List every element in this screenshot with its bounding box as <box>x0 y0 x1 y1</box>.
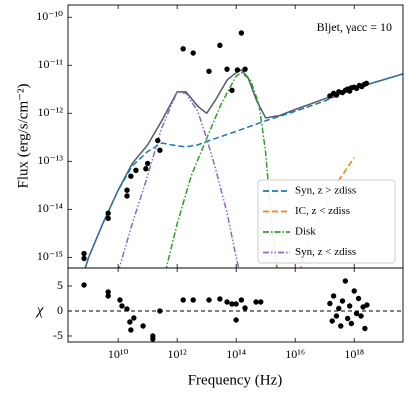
data-point <box>217 42 223 49</box>
model-curve <box>84 68 403 268</box>
x-tick-label: 10¹² <box>168 347 188 361</box>
residual-point <box>105 289 111 295</box>
x-tick-label: 10¹⁰ <box>108 347 129 361</box>
data-point <box>143 166 149 172</box>
residual-point <box>81 282 87 288</box>
model-curve <box>118 90 240 268</box>
data-point <box>81 250 87 257</box>
data-point <box>180 46 186 52</box>
data-point <box>105 215 111 222</box>
annotation: Bljet, γacc = 10 <box>317 20 392 34</box>
y-tick-label: 10⁻¹¹ <box>37 57 63 71</box>
residual-point <box>329 318 335 324</box>
x-axis-label: Frequency (Hz) <box>188 372 283 388</box>
data-point <box>105 210 111 216</box>
residual-point <box>327 300 333 307</box>
legend-label: IC, z < zdiss <box>295 205 350 217</box>
legend: Syn, z > zdiss IC, z < zdiss Disk Syn, z < … <box>257 179 396 264</box>
y-tick-label: -5 <box>53 328 63 342</box>
residual-point <box>128 327 134 333</box>
residual-point <box>117 297 123 303</box>
residual-point <box>353 310 360 317</box>
residual-point <box>258 299 264 305</box>
data-point <box>238 30 245 36</box>
residual-point <box>105 293 111 299</box>
residual-point <box>364 302 370 308</box>
residual-point <box>336 305 342 312</box>
data-point <box>144 160 151 167</box>
residual-point <box>253 299 259 305</box>
residual-point <box>238 297 245 303</box>
legend-label: Syn, z < zdiss <box>295 246 356 258</box>
residual-point <box>140 323 146 329</box>
residual-point <box>229 301 235 307</box>
residual-point <box>217 296 223 302</box>
x-tick-label: 10¹⁴ <box>226 347 246 361</box>
y-tick-label: 10⁻¹² <box>37 105 63 119</box>
residual-point <box>119 303 125 309</box>
residual-point <box>180 297 186 303</box>
residual-point <box>157 308 163 314</box>
residual-point <box>127 319 133 325</box>
legend-label: Disk <box>295 226 316 238</box>
y-axis-label: Flux (erg/s/cm⁻²) <box>15 83 31 188</box>
residual-point <box>224 299 230 305</box>
data-point <box>234 67 241 73</box>
data-point <box>229 87 235 94</box>
model-curve <box>165 71 278 268</box>
legend-frame <box>257 179 396 264</box>
residual-point <box>362 325 368 332</box>
x-tick-label: 10¹⁸ <box>344 347 364 361</box>
y-tick-label: 10⁻¹³ <box>37 153 63 167</box>
residual-point <box>344 315 351 322</box>
residual-point <box>330 293 337 299</box>
residual-point <box>131 315 137 321</box>
residual-point <box>206 297 212 303</box>
data-point <box>81 255 87 262</box>
data-point <box>190 50 196 56</box>
data-point <box>206 68 212 74</box>
y-tick-label: 10⁻¹⁵ <box>37 249 63 263</box>
residual-point <box>339 298 346 304</box>
data-point <box>242 66 248 72</box>
data-point <box>133 167 139 173</box>
data-point <box>157 147 163 153</box>
y-tick-label: 10⁻¹⁰ <box>36 9 63 23</box>
residual-point <box>124 306 130 312</box>
residual-y-axis-label: χ <box>35 302 44 318</box>
y-tick-label: 0 <box>57 303 63 317</box>
model-curve <box>84 73 403 268</box>
data-point <box>128 173 134 179</box>
residual-point <box>358 313 364 319</box>
residual-point <box>355 295 362 302</box>
data-point <box>124 187 130 193</box>
residual-point <box>342 278 349 284</box>
residual-point <box>333 313 340 319</box>
residual-point <box>242 305 248 311</box>
residual-point <box>348 320 355 327</box>
residual-point <box>233 317 239 323</box>
y-tick-label: 10⁻¹⁴ <box>37 201 63 215</box>
residual-plot <box>68 278 403 342</box>
residual-frame <box>67 267 404 343</box>
residual-point <box>150 336 156 342</box>
residual-point <box>351 288 357 294</box>
data-point <box>124 193 130 199</box>
residual-point <box>190 297 196 303</box>
data-point <box>224 66 230 72</box>
y-tick-label: 5 <box>57 278 63 292</box>
residual-point <box>346 303 353 309</box>
data-point <box>363 80 370 87</box>
legend-label: Syn, z > zdiss <box>295 185 356 197</box>
data-point <box>155 137 161 144</box>
x-tick-label: 10¹⁶ <box>285 347 305 361</box>
residual-point <box>233 301 239 307</box>
residual-point <box>338 323 344 329</box>
